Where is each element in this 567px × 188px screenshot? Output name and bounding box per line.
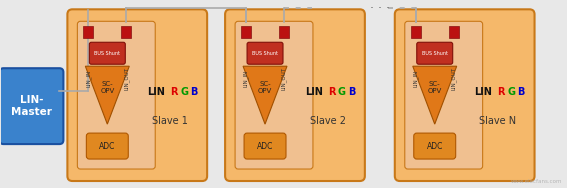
Text: R: R xyxy=(497,87,505,97)
Text: LIN_IN: LIN_IN xyxy=(413,70,418,87)
Bar xyxy=(448,26,459,38)
Text: ADC: ADC xyxy=(257,142,273,151)
FancyBboxPatch shape xyxy=(235,21,313,169)
Text: LIN: LIN xyxy=(305,87,323,97)
Text: LIN_IN: LIN_IN xyxy=(86,70,91,87)
Bar xyxy=(83,26,94,38)
Text: Slave 2: Slave 2 xyxy=(310,116,346,126)
Text: SC-
OPV: SC- OPV xyxy=(258,81,272,94)
Text: ADC: ADC xyxy=(99,142,116,151)
Text: Slave 1: Slave 1 xyxy=(152,116,188,126)
FancyBboxPatch shape xyxy=(67,9,207,181)
Text: R: R xyxy=(170,87,177,97)
Text: LIN_OUT: LIN_OUT xyxy=(281,67,287,90)
Text: Slave N: Slave N xyxy=(479,116,516,126)
Bar xyxy=(121,26,132,38)
Polygon shape xyxy=(86,66,129,124)
Text: ADC: ADC xyxy=(426,142,443,151)
FancyBboxPatch shape xyxy=(90,42,125,64)
Text: BUS Shunt: BUS Shunt xyxy=(422,51,448,56)
Text: LIN_IN: LIN_IN xyxy=(243,70,249,87)
FancyBboxPatch shape xyxy=(417,42,452,64)
FancyBboxPatch shape xyxy=(0,68,64,144)
Text: B: B xyxy=(190,87,197,97)
Polygon shape xyxy=(413,66,456,124)
FancyBboxPatch shape xyxy=(86,133,128,159)
Bar xyxy=(241,26,251,38)
FancyBboxPatch shape xyxy=(395,9,535,181)
FancyBboxPatch shape xyxy=(405,21,483,169)
Text: R: R xyxy=(328,87,335,97)
Text: G: G xyxy=(180,87,188,97)
Text: G: G xyxy=(338,87,346,97)
Text: LIN-
Master: LIN- Master xyxy=(11,95,52,117)
FancyBboxPatch shape xyxy=(225,9,365,181)
Polygon shape xyxy=(243,66,287,124)
Text: BUS Shunt: BUS Shunt xyxy=(94,51,120,56)
Text: B: B xyxy=(518,87,525,97)
FancyBboxPatch shape xyxy=(244,133,286,159)
Text: LIN_OUT: LIN_OUT xyxy=(451,67,456,90)
Text: · · ·: · · · xyxy=(370,2,390,15)
Text: LIN_OUT: LIN_OUT xyxy=(124,67,129,90)
FancyBboxPatch shape xyxy=(247,42,283,64)
Text: LIN: LIN xyxy=(147,87,165,97)
Text: SC-
OPV: SC- OPV xyxy=(428,81,442,94)
Text: BUS Shunt: BUS Shunt xyxy=(252,51,278,56)
FancyBboxPatch shape xyxy=(414,133,456,159)
Text: G: G xyxy=(507,87,515,97)
FancyBboxPatch shape xyxy=(77,21,155,169)
Text: B: B xyxy=(348,87,355,97)
Text: www.elecfans.com: www.elecfans.com xyxy=(511,179,562,184)
Text: SC-
OPV: SC- OPV xyxy=(100,81,115,94)
Bar xyxy=(279,26,289,38)
Text: LIN: LIN xyxy=(475,87,492,97)
Bar xyxy=(411,26,421,38)
